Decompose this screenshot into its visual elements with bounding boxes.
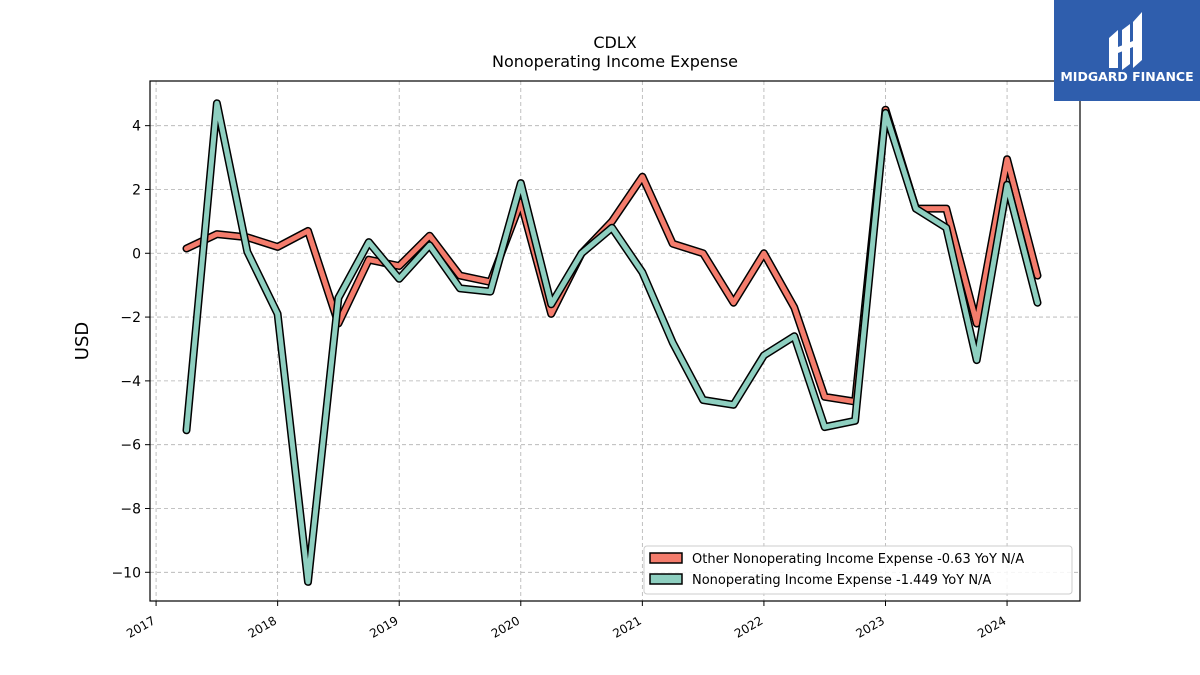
y-tick-label: −8 bbox=[120, 501, 141, 517]
x-tick-label: 2018 bbox=[246, 613, 279, 640]
midgard-finance-logo: MIDGARD FINANCE bbox=[1054, 0, 1200, 101]
legend-box bbox=[643, 545, 1073, 595]
y-axis: 4 2 0 −2 −4 −6 −8 −10 bbox=[111, 119, 150, 581]
logo-text: MIDGARD FINANCE bbox=[1060, 69, 1193, 84]
x-tick-label: 2020 bbox=[489, 613, 522, 640]
series-line-1 bbox=[182, 99, 1042, 586]
logo-mark-icon bbox=[1109, 12, 1142, 70]
y-tick-label: −2 bbox=[120, 310, 141, 326]
grid bbox=[150, 81, 1080, 601]
x-tick-label: 2019 bbox=[367, 613, 400, 640]
y-tick-label: −4 bbox=[120, 374, 141, 390]
legend-swatch-nonoperating bbox=[649, 573, 683, 585]
chart-subtitle: Nonoperating Income Expense bbox=[492, 52, 738, 71]
x-tick-label: 2017 bbox=[124, 613, 157, 640]
y-axis-label: USD bbox=[72, 322, 93, 360]
x-tick-label: 2021 bbox=[610, 613, 643, 640]
legend-label-nonoperating: Nonoperating Income Expense -1.449 YoY N… bbox=[692, 573, 991, 588]
plot-frame bbox=[149, 80, 1081, 602]
legend-label-other-nonoperating: Other Nonoperating Income Expense -0.63 … bbox=[692, 552, 1024, 567]
series-stroke-1 bbox=[184, 100, 1040, 585]
x-tick-label: 2024 bbox=[975, 613, 1008, 640]
legend: Other Nonoperating Income Expense -0.63 … bbox=[643, 545, 1073, 595]
series-stroke-0 bbox=[184, 107, 1040, 405]
y-tick-label: 4 bbox=[132, 119, 141, 135]
chart-title: CDLX bbox=[593, 33, 636, 52]
y-tick-label: −6 bbox=[120, 438, 141, 454]
y-tick-label: 0 bbox=[132, 246, 141, 262]
x-axis: 2017 2018 2019 2020 2021 2022 2023 2024 bbox=[124, 601, 1009, 641]
series-layer bbox=[182, 99, 1042, 586]
legend-swatch-other-nonoperating bbox=[649, 552, 683, 564]
x-tick-label: 2022 bbox=[732, 613, 765, 640]
y-tick-label: 2 bbox=[132, 182, 141, 198]
x-tick-label: 2023 bbox=[854, 613, 887, 640]
y-tick-label: −10 bbox=[111, 565, 141, 581]
series-line-0 bbox=[182, 105, 1042, 406]
